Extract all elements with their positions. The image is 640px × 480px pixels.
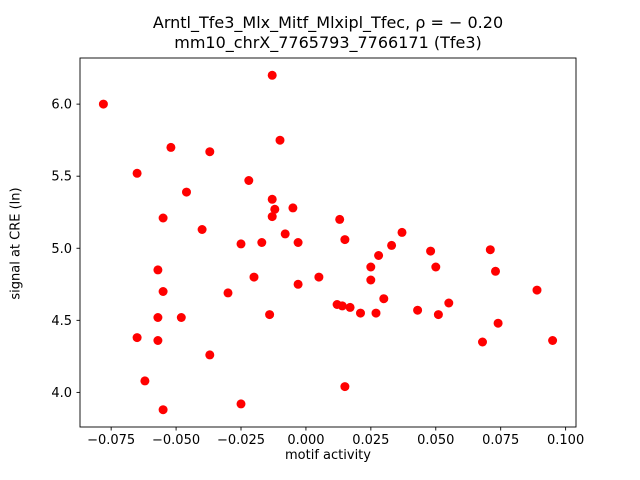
scatter-point — [371, 308, 381, 318]
scatter-point — [426, 246, 436, 256]
scatter-point — [444, 298, 454, 308]
scatter-point — [158, 213, 168, 223]
scatter-point — [379, 294, 389, 304]
y-tick-label: 5.0 — [51, 242, 72, 257]
scatter-point — [132, 168, 142, 178]
y-axis-label: signal at CRE (ln) — [8, 187, 24, 300]
x-tick-label: 0.025 — [352, 433, 389, 448]
scatter-point — [374, 251, 384, 260]
scatter-point — [270, 204, 280, 214]
scatter-point — [413, 305, 423, 315]
chart-title-line2: mm10_chrX_7765793_7766171 (Tfe3) — [174, 33, 482, 52]
scatter-point — [244, 176, 254, 185]
x-axis-label: motif activity — [285, 448, 371, 463]
scatter-point — [176, 313, 186, 322]
chart-title: Arntl_Tfe3_Mlx_Mitf_Mlxipl_Tfec, ρ = − 0… — [80, 13, 576, 53]
scatter-point — [153, 313, 163, 322]
scatter-point — [236, 399, 246, 409]
scatter-point — [267, 194, 277, 204]
scatter-point — [387, 240, 397, 250]
scatter-point — [293, 279, 303, 289]
scatter-point — [532, 285, 542, 295]
scatter-point — [280, 229, 290, 239]
scatter-point — [267, 212, 277, 222]
x-tick-label: 0.000 — [287, 433, 324, 448]
scatter-point — [205, 147, 215, 157]
scatter-point — [345, 302, 355, 312]
scatter-point — [366, 275, 376, 285]
scatter-point — [257, 238, 267, 247]
y-tick-label: 6.0 — [51, 98, 72, 113]
scatter-point — [182, 187, 191, 197]
scatter-point — [491, 266, 500, 276]
scatter-point — [433, 310, 443, 320]
scatter-point — [265, 310, 275, 320]
scatter-point — [366, 262, 376, 272]
x-tick-label: 0.075 — [482, 433, 519, 448]
scatter-point — [275, 135, 285, 145]
x-tick-label: 0.100 — [547, 433, 584, 448]
scatter-point — [548, 336, 558, 345]
axes-frame — [79, 57, 577, 428]
scatter-point — [267, 70, 277, 80]
scatter-point — [356, 308, 365, 318]
y-tick-label: 4.0 — [51, 386, 72, 401]
scatter-point — [153, 336, 163, 345]
scatter-point — [340, 235, 350, 245]
x-tick-label: −0.075 — [87, 433, 135, 448]
x-tick-label: −0.050 — [152, 433, 200, 448]
scatter-point — [132, 333, 142, 343]
scatter-point — [314, 272, 324, 282]
scatter-point — [158, 287, 168, 296]
scatter-point — [197, 225, 207, 234]
scatter-point — [166, 142, 176, 152]
scatter-point — [431, 262, 441, 272]
scatter-point — [98, 99, 108, 109]
scatter-point — [236, 239, 246, 249]
scatter-point — [340, 382, 350, 392]
chart-title-line1: Arntl_Tfe3_Mlx_Mitf_Mlxipl_Tfec, ρ = − 0… — [152, 13, 504, 32]
scatter-point — [249, 272, 259, 282]
scatter-point — [205, 350, 215, 360]
scatter-point — [337, 301, 347, 311]
scatter-point — [485, 245, 495, 255]
y-tick-label: 4.5 — [51, 314, 72, 329]
scatter-point — [158, 405, 168, 415]
x-tick-label: 0.050 — [417, 433, 454, 448]
scatter-point — [493, 318, 503, 328]
scatter-point — [478, 337, 487, 347]
x-tick-label: −0.025 — [217, 433, 265, 448]
scatter-point — [288, 203, 298, 213]
scatter-point — [223, 288, 233, 298]
scatter-point — [397, 227, 407, 237]
scatter-point — [140, 376, 150, 386]
y-tick-label: 5.5 — [51, 170, 72, 185]
scatter-point — [153, 265, 163, 275]
scatter-point — [293, 238, 303, 247]
scatter-point — [335, 214, 345, 224]
